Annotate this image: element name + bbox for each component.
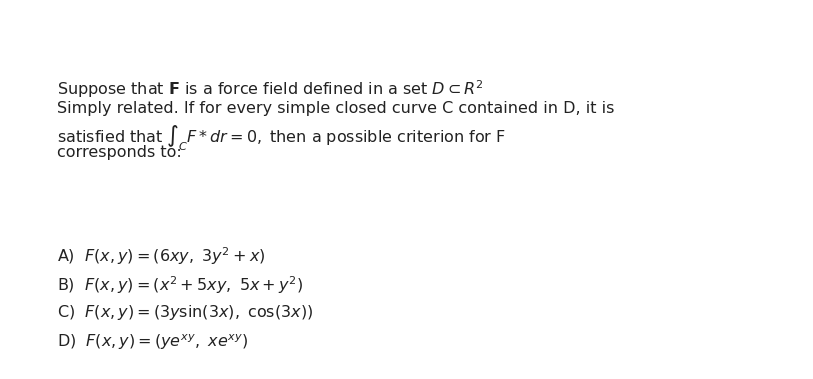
Text: corresponds to:: corresponds to: [57,146,181,160]
Text: B)  $F(x, y) = (x^2 + 5xy,\ 5x + y^2)$: B) $F(x, y) = (x^2 + 5xy,\ 5x + y^2)$ [57,274,303,296]
Text: Suppose that $\mathbf{F}$ is a force field defined in a set $D \subset R^2$: Suppose that $\mathbf{F}$ is a force fie… [57,78,484,100]
Text: Simply related. If for every simple closed curve C contained in D, it is: Simply related. If for every simple clos… [57,100,615,116]
Text: A)  $F(x, y) = (6xy,\ 3y^2 + x)$: A) $F(x, y) = (6xy,\ 3y^2 + x)$ [57,245,266,267]
Text: satisfied that $\int_C F * dr = 0,$ then a possible criterion for F: satisfied that $\int_C F * dr = 0,$ then… [57,123,506,153]
Text: C)  $F(x, y) = (3y\sin(3x),\ \cos(3x))$: C) $F(x, y) = (3y\sin(3x),\ \cos(3x))$ [57,303,313,322]
Text: D)  $F(x, y) = (ye^{xy},\ xe^{xy})$: D) $F(x, y) = (ye^{xy},\ xe^{xy})$ [57,332,248,352]
